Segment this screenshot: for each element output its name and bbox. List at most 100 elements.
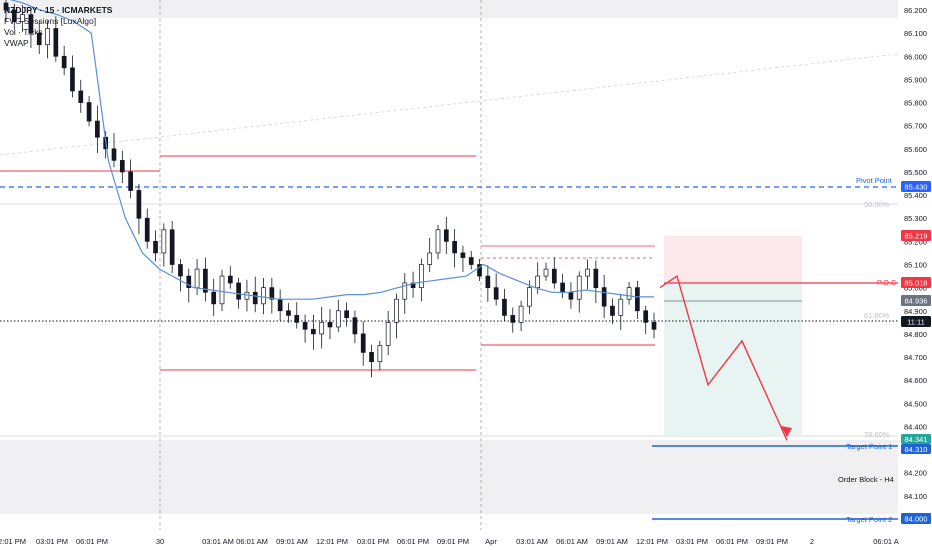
- candle-body: [244, 291, 250, 300]
- time-tick-label: Apr: [485, 537, 497, 546]
- candle-body: [427, 252, 433, 265]
- candle-body: [468, 257, 474, 265]
- target-1a-price-tag: 84.341: [901, 434, 931, 444]
- time-tick-label: 03:01 PM: [357, 537, 389, 546]
- time-tick-label: 09:01 AM: [596, 537, 628, 546]
- candle-body: [477, 264, 482, 277]
- candle-body: [269, 287, 275, 300]
- candle-body: [194, 268, 200, 288]
- price-tick-label: 86.000: [904, 52, 927, 61]
- candle-body: [144, 217, 150, 242]
- level-84936-price-tag: 84.936: [901, 295, 931, 306]
- candle-body: [261, 287, 266, 305]
- candle-body: [493, 287, 499, 300]
- zone-top-price-tag: 85.219: [901, 230, 931, 241]
- candle-body: [277, 298, 283, 312]
- candle-body: [543, 268, 549, 277]
- candle-body: [576, 275, 582, 300]
- price-tick-label: 84.800: [904, 330, 927, 339]
- price-tick-label: 86.200: [904, 6, 927, 15]
- time-tick-label: 09:01 PM: [756, 537, 788, 546]
- candle-body: [203, 268, 208, 293]
- price-axis[interactable]: [898, 0, 932, 550]
- time-tick-label: 06:01 PM: [716, 537, 748, 546]
- candle-body: [435, 229, 441, 254]
- trend-line: [0, 53, 899, 156]
- price-tick-label: 85.800: [904, 99, 927, 108]
- candle-body: [585, 268, 590, 277]
- candle-body: [227, 275, 233, 284]
- candle-body: [443, 229, 449, 242]
- candle-body: [651, 321, 657, 330]
- candle-body: [352, 317, 358, 335]
- candle-body: [186, 275, 192, 288]
- candle-body: [28, 14, 34, 34]
- top-shaded-zone: [0, 0, 898, 18]
- target-2-price-tag: 84.000: [901, 513, 931, 524]
- candle-body: [153, 241, 158, 254]
- candle-body: [20, 14, 25, 22]
- candle-body: [610, 305, 615, 316]
- candle-body: [219, 275, 225, 305]
- candle-body: [626, 287, 632, 300]
- candle-body: [419, 264, 424, 288]
- indicator-volume[interactable]: Vol · Ticks: [4, 27, 43, 37]
- candle-body: [161, 229, 167, 254]
- time-tick-label: 03:01 AM: [516, 537, 548, 546]
- poc-price-tag: 85.018: [901, 277, 931, 288]
- time-axis[interactable]: [0, 530, 898, 550]
- candle-body: [286, 310, 291, 316]
- candle-body: [601, 287, 607, 307]
- candle-body: [311, 328, 316, 335]
- candle-body: [394, 298, 399, 323]
- target-2-label: Target Point 2: [846, 515, 892, 524]
- time-tick-label: 12:01 PM: [636, 537, 668, 546]
- time-tick-label: 03:01 AM: [202, 537, 234, 546]
- price-tick-label: 85.100: [904, 261, 927, 270]
- svg-text:85.018: 85.018: [905, 279, 928, 288]
- candle-body: [169, 229, 175, 265]
- svg-text:84.310: 84.310: [905, 445, 928, 454]
- candle-body: [86, 102, 92, 122]
- indicator-vwap[interactable]: VWAP: [4, 38, 29, 48]
- price-tick-label: 85.600: [904, 145, 927, 154]
- time-tick-label: 06:01 A: [873, 537, 898, 546]
- sell-zone: [664, 236, 802, 283]
- candle-body: [3, 2, 9, 11]
- candle-body: [70, 67, 75, 92]
- svg-text:84.000: 84.000: [905, 515, 928, 524]
- candle-body: [643, 310, 649, 323]
- order-block-label: Order Block - H4: [838, 475, 894, 484]
- candle-body: [527, 287, 532, 307]
- candle-body: [211, 291, 217, 305]
- candle-body: [344, 310, 349, 319]
- time-tick-label: 06:01 AM: [556, 537, 588, 546]
- candle-body: [36, 32, 42, 46]
- candle-body: [635, 287, 640, 312]
- pivot-price-tag: 85.430: [901, 181, 931, 192]
- svg-text:84.341: 84.341: [905, 435, 928, 444]
- candle-body: [535, 275, 541, 288]
- candle-body: [593, 268, 599, 288]
- price-tick-label: 84.500: [904, 399, 927, 408]
- price-tick-label: 84.100: [904, 492, 927, 501]
- target-1-label: Target Point 1: [846, 442, 892, 451]
- poc-label: P.O.C: [877, 278, 897, 287]
- fib-618-label: 61.80%: [864, 311, 890, 320]
- time-tick-label: 03:01 PM: [36, 537, 68, 546]
- candle-body: [11, 9, 17, 22]
- price-tick-label: 84.400: [904, 422, 927, 431]
- symbol-title[interactable]: NZDJPY · 15 · ICMARKETS: [4, 5, 113, 15]
- candle-body: [327, 321, 333, 328]
- candle-body: [252, 291, 258, 305]
- candle-body: [111, 148, 117, 161]
- indicator-fvg-sessions[interactable]: FVG Sessions [LuxAlgo]: [4, 16, 97, 26]
- time-tick-label: 06:01 PM: [76, 537, 108, 546]
- candle-body: [178, 264, 183, 277]
- candle-body: [302, 321, 308, 330]
- price-tick-label: 85.700: [904, 122, 927, 131]
- price-tick-label: 85.900: [904, 75, 927, 84]
- price-tick-label: 85.400: [904, 191, 927, 200]
